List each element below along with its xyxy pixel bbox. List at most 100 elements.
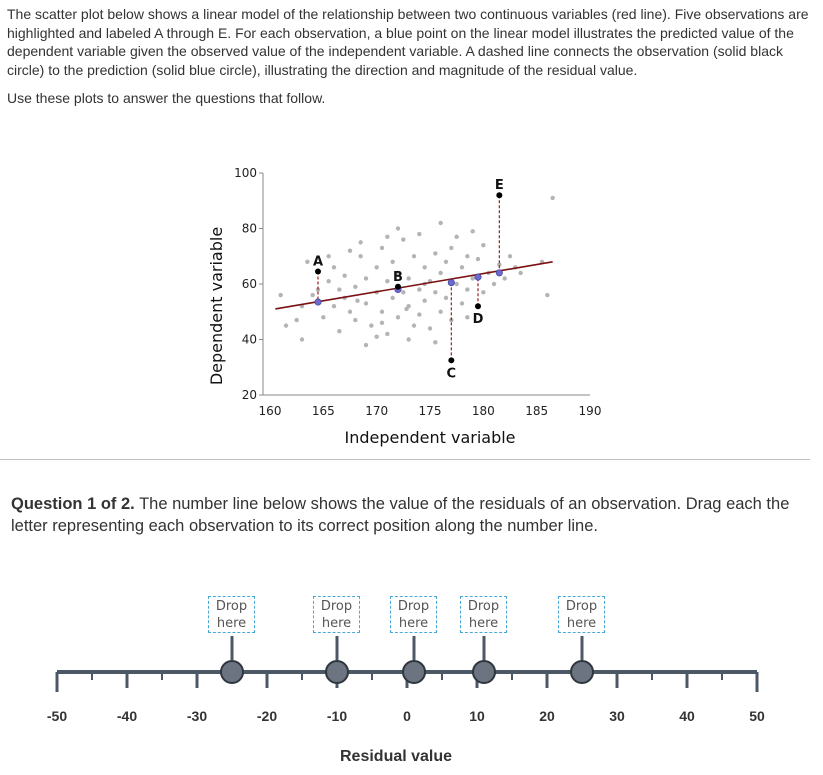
drop-target[interactable]: Drop here — [390, 596, 437, 633]
data-point — [438, 220, 443, 226]
data-point — [491, 281, 497, 287]
data-point — [337, 328, 342, 334]
data-point — [363, 342, 369, 348]
data-point — [459, 265, 465, 270]
data-point — [422, 265, 427, 270]
observed-point-c — [448, 357, 455, 364]
data-point — [321, 315, 326, 320]
drop-target-label: Drop — [467, 599, 500, 614]
number-line-tick-label: -30 — [187, 708, 207, 724]
question-text: Question 1 of 2. The number line below s… — [11, 493, 811, 537]
number-line-tick-label: -50 — [47, 708, 67, 724]
data-point — [433, 290, 438, 295]
y-tick-label: 80 — [242, 222, 257, 236]
drop-target[interactable]: Drop here — [558, 596, 605, 633]
data-point — [481, 242, 486, 248]
data-point — [379, 309, 385, 314]
drop-target[interactable]: Drop here — [208, 596, 255, 633]
data-point — [470, 276, 475, 281]
drop-handle[interactable] — [570, 660, 594, 684]
data-point — [427, 326, 433, 331]
number-line-tick-label: 10 — [469, 708, 485, 724]
data-point — [422, 298, 427, 303]
data-point — [379, 320, 385, 326]
drop-target[interactable]: Drop here — [460, 596, 507, 633]
observation-label-e: E — [495, 178, 504, 193]
drop-handle[interactable] — [402, 660, 426, 684]
data-point — [507, 254, 513, 259]
data-point — [502, 276, 507, 281]
drop-target-label: Drop — [565, 599, 598, 614]
data-point — [299, 337, 305, 342]
data-point — [411, 323, 417, 328]
data-point — [337, 287, 342, 292]
data-point — [305, 259, 310, 264]
data-point — [353, 284, 358, 289]
data-point — [374, 265, 379, 270]
residual-number-line: -50 -40 -30 -20 -10 0 10 20 30 40 50 — [47, 636, 765, 724]
intro-text: The scatter plot below shows a linear mo… — [7, 5, 815, 108]
question-prompt: The number line below shows the value of… — [11, 495, 790, 535]
data-point — [417, 287, 422, 292]
data-point — [315, 287, 321, 292]
number-line-tick-label: 30 — [609, 708, 625, 724]
data-point — [438, 270, 443, 276]
data-point — [497, 262, 502, 267]
data-point — [395, 315, 401, 320]
drop-handle[interactable] — [472, 660, 496, 684]
drop-target-label: here — [468, 616, 499, 631]
data-point — [358, 254, 363, 259]
data-point — [518, 270, 523, 276]
x-axis-label: Independent variable — [344, 428, 515, 447]
y-axis-label: Dependent variable — [207, 227, 226, 385]
data-point — [342, 273, 347, 278]
data-point — [411, 254, 417, 259]
data-point — [347, 309, 353, 314]
number-line-tick-label: -20 — [257, 708, 277, 724]
data-point — [443, 295, 449, 301]
number-line-tick-label: 0 — [403, 708, 411, 724]
data-point — [363, 276, 369, 281]
observed-point-e — [496, 192, 503, 199]
drop-handle[interactable] — [220, 660, 244, 684]
x-tick-label: 175 — [419, 404, 442, 418]
data-point — [326, 254, 331, 259]
data-point — [454, 281, 459, 287]
data-point — [278, 292, 283, 298]
x-tick-label: 185 — [525, 404, 548, 418]
number-line-tick-label: 50 — [749, 708, 765, 724]
data-point — [406, 276, 411, 281]
regression-line — [275, 261, 553, 310]
data-point — [385, 279, 390, 284]
number-line-tick-label: -40 — [117, 708, 137, 724]
drop-target-label: here — [398, 616, 429, 631]
data-point — [331, 304, 337, 309]
data-point — [310, 292, 315, 298]
data-point — [395, 270, 401, 276]
scatter-plot: 20 40 60 80 100 160 165 170 175 180 185 190 Independ… — [207, 166, 601, 447]
section-divider — [0, 459, 810, 460]
observation-label-a: A — [313, 255, 323, 270]
y-tick-label: 100 — [234, 166, 257, 180]
data-point — [401, 237, 406, 242]
observed-point-d — [475, 303, 481, 310]
observation-label-d: D — [473, 312, 484, 327]
data-point — [347, 248, 353, 253]
data-point — [355, 298, 360, 303]
data-point — [353, 317, 358, 323]
drop-target-label: Drop — [215, 599, 248, 614]
data-point — [470, 229, 475, 234]
drop-target-label: here — [566, 616, 597, 631]
drop-target[interactable]: Drop here — [313, 596, 360, 633]
data-point — [363, 301, 369, 306]
data-point — [401, 290, 406, 295]
data-point — [385, 331, 390, 337]
data-point — [379, 245, 385, 251]
x-tick-label: 160 — [259, 404, 282, 418]
drop-handle[interactable] — [325, 660, 349, 684]
intro-instruction: Use these plots to answer the questions … — [7, 90, 326, 107]
number-line-tick-label: 20 — [539, 708, 555, 724]
y-tick-label: 60 — [242, 277, 257, 291]
observation-label-c: C — [447, 366, 457, 381]
data-point — [449, 245, 454, 251]
